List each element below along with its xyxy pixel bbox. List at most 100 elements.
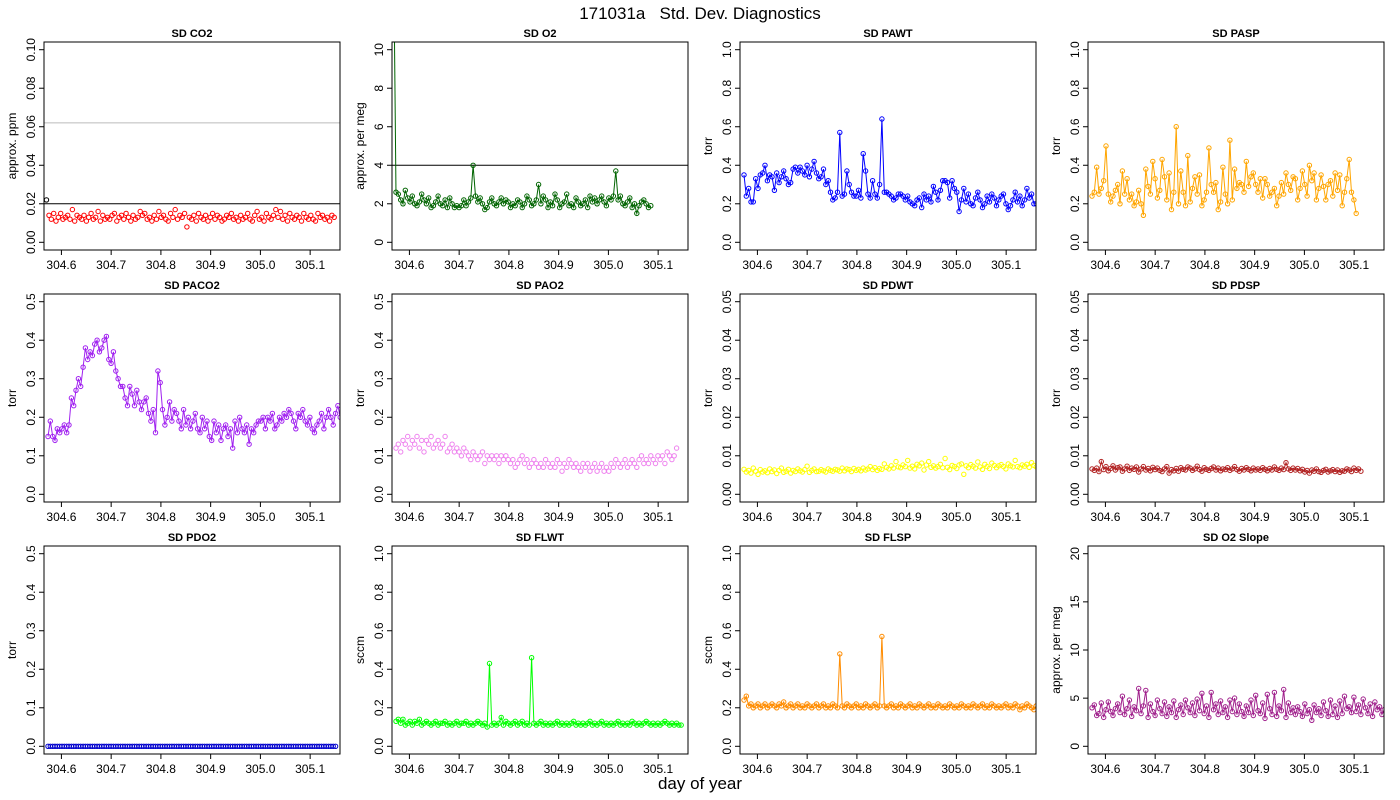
- data-point: [986, 705, 993, 711]
- series-line: [1091, 459, 1362, 475]
- data-point: [1098, 185, 1105, 192]
- y-tick-label: 0.04: [1068, 328, 1082, 352]
- data-point: [1091, 702, 1098, 708]
- x-tick-label: 305.1: [991, 258, 1021, 272]
- data-point: [282, 212, 288, 219]
- data-point: [1243, 703, 1250, 709]
- data-point: [1108, 708, 1114, 715]
- data-point: [1311, 170, 1317, 176]
- data-point: [755, 471, 761, 477]
- data-point: [272, 426, 278, 432]
- data-point: [191, 212, 197, 219]
- data-point: [652, 460, 659, 467]
- data-point: [463, 718, 469, 724]
- data-point: [440, 203, 446, 209]
- y-tick-label: 0.5: [24, 293, 38, 310]
- data-point: [166, 399, 173, 405]
- x-tick-label: 304.9: [892, 258, 922, 272]
- y-tick-label: 0.01: [1068, 444, 1082, 468]
- x-tick-label: 305.1: [1339, 510, 1369, 524]
- data-point: [1182, 697, 1189, 703]
- y-tick-label: 10: [372, 43, 386, 57]
- data-point: [1117, 201, 1123, 207]
- data-point: [444, 449, 451, 455]
- data-point: [167, 210, 174, 217]
- data-point: [1274, 203, 1280, 209]
- data-point: [75, 376, 82, 382]
- data-point: [1145, 714, 1151, 721]
- data-point: [472, 193, 479, 199]
- data-point: [1271, 185, 1278, 192]
- data-point: [442, 197, 448, 203]
- data-point: [648, 203, 654, 209]
- data-point: [1033, 464, 1036, 470]
- data-point: [172, 206, 178, 213]
- data-point: [500, 722, 507, 728]
- x-tick-label: 304.9: [892, 762, 922, 776]
- data-point: [788, 701, 794, 707]
- y-tick-label: 0.0: [372, 738, 386, 755]
- panel-sd-flwt: SD FLWT 304.6 304.7 304.8 304.9 305.0 305.1 0.0…: [353, 532, 689, 776]
- y-axis-label: torr: [701, 389, 715, 407]
- data-point: [47, 418, 53, 424]
- data-point: [1140, 703, 1147, 709]
- data-point: [1168, 206, 1175, 213]
- data-point: [620, 460, 626, 467]
- data-point: [512, 718, 518, 724]
- data-point: [1325, 181, 1331, 188]
- data-point: [135, 214, 141, 221]
- data-point: [1241, 713, 1247, 720]
- x-tick-label: 304.7: [1140, 762, 1170, 776]
- x-tick-label: 304.9: [196, 258, 226, 272]
- data-point: [1014, 199, 1021, 205]
- data-point: [491, 456, 497, 463]
- data-point: [174, 216, 181, 222]
- x-tick-label: 304.9: [1240, 258, 1270, 272]
- data-point: [1220, 164, 1226, 170]
- y-tick-label: 0.2: [372, 699, 386, 716]
- data-point: [449, 201, 455, 207]
- data-point: [599, 193, 605, 199]
- data-point: [321, 426, 327, 432]
- data-point: [498, 195, 504, 201]
- data-point: [463, 203, 469, 209]
- data-point: [823, 181, 829, 188]
- data-point: [1136, 187, 1142, 194]
- data-point: [1318, 172, 1324, 178]
- data-point: [1330, 193, 1336, 199]
- y-tick-label: 0.4: [372, 661, 386, 678]
- data-point: [1250, 712, 1257, 719]
- data-point: [519, 453, 525, 459]
- data-point: [1133, 708, 1140, 714]
- data-point: [1295, 704, 1301, 710]
- data-point: [1376, 704, 1383, 710]
- data-point: [940, 465, 946, 471]
- data-point: [587, 468, 593, 474]
- data-point: [573, 460, 579, 467]
- x-tick-label: 304.8: [1190, 258, 1220, 272]
- data-point: [841, 705, 848, 711]
- panel-title: SD FLWT: [516, 532, 565, 544]
- data-point: [1217, 698, 1224, 704]
- data-point: [526, 722, 532, 728]
- panel-title: SD PDWT: [863, 280, 914, 292]
- data-point: [205, 218, 211, 224]
- data-point: [423, 437, 430, 444]
- data-point: [1187, 709, 1193, 716]
- data-point: [138, 406, 145, 413]
- data-point: [1222, 191, 1229, 197]
- y-tick-label: 0.4: [24, 584, 38, 601]
- data-point: [905, 457, 911, 464]
- data-point: [519, 718, 525, 724]
- data-point: [252, 212, 258, 219]
- x-tick-label: 304.6: [46, 510, 76, 524]
- x-tick-label: 304.6: [742, 762, 772, 776]
- data-point: [1213, 701, 1219, 707]
- data-point: [1003, 201, 1009, 207]
- x-tick-label: 305.0: [1289, 510, 1319, 524]
- data-point: [517, 199, 523, 205]
- y-tick-label: 0.4: [372, 332, 386, 349]
- y-tick-label: 0.2: [24, 661, 38, 678]
- data-point: [1281, 466, 1287, 473]
- data-point: [608, 460, 614, 467]
